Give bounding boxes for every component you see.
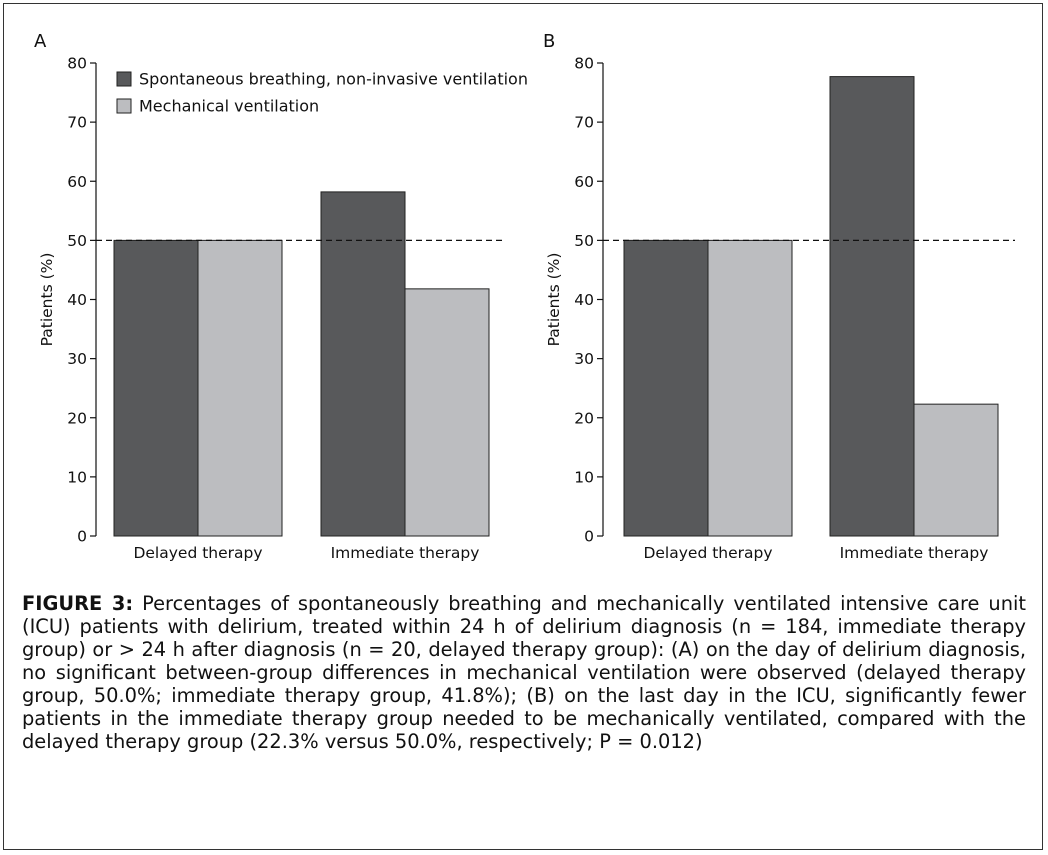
- bar-a-mechanical-immediate: [404, 288, 490, 537]
- y-tick-label: 0: [77, 528, 87, 546]
- y-tick-label: 60: [574, 173, 594, 191]
- y-tick-label: 40: [67, 291, 87, 309]
- figure-charts: A Delayed therapy Immediate therapy 0 10 20 30…: [34, 31, 1015, 562]
- bar-b-spontaneous-delayed: [623, 239, 709, 537]
- y-tick-label: 80: [67, 55, 87, 73]
- panel-label-b: B: [543, 31, 555, 52]
- y-tick-label: 40: [574, 291, 594, 309]
- x-tick-label: Delayed therapy: [133, 544, 262, 562]
- y-tick-label: 30: [574, 350, 594, 368]
- y-tick-label: 50: [574, 232, 594, 250]
- x-tick-label: Immediate therapy: [840, 544, 989, 562]
- bar-b-mechanical-immediate: [913, 403, 999, 537]
- bar-a-spontaneous-delayed: [113, 239, 199, 537]
- bar-a-spontaneous-immediate: [320, 191, 406, 537]
- y-tick-label: 20: [67, 409, 87, 427]
- y-tick-label: 10: [67, 468, 87, 486]
- legend-label-mechanical: Mechanical ventilation: [139, 97, 319, 116]
- bar-b-spontaneous-immediate: [829, 76, 915, 537]
- y-tick-label: 70: [67, 114, 87, 132]
- y-tick-label: 80: [574, 55, 594, 73]
- legend-swatch-mechanical: [116, 98, 132, 114]
- caption-text: Percentages of spontaneously breathing a…: [22, 592, 1027, 753]
- x-tick-label: Immediate therapy: [331, 544, 480, 562]
- bar-a-mechanical-delayed: [197, 239, 283, 537]
- legend-label-spontaneous: Spontaneous breathing, non-invasive vent…: [139, 70, 528, 89]
- figure-caption: FIGURE 3: Percentages of spontaneously b…: [22, 592, 1026, 753]
- bar-b-mechanical-delayed: [707, 239, 793, 537]
- x-tick-label: Delayed therapy: [643, 544, 772, 562]
- y-tick-label: 30: [67, 350, 87, 368]
- y-tick-label: 60: [67, 173, 87, 191]
- y-tick-label: 50: [67, 232, 87, 250]
- caption-label: FIGURE 3:: [22, 592, 134, 615]
- y-axis-label: Patients (%): [38, 253, 56, 347]
- y-tick-label: 70: [574, 114, 594, 132]
- panel-label-a: A: [34, 31, 47, 52]
- legend-swatch-spontaneous: [116, 71, 132, 87]
- y-tick-label: 0: [584, 528, 594, 546]
- y-tick-label: 20: [574, 409, 594, 427]
- y-tick-label: 10: [574, 468, 594, 486]
- y-axis-label: Patients (%): [545, 253, 563, 347]
